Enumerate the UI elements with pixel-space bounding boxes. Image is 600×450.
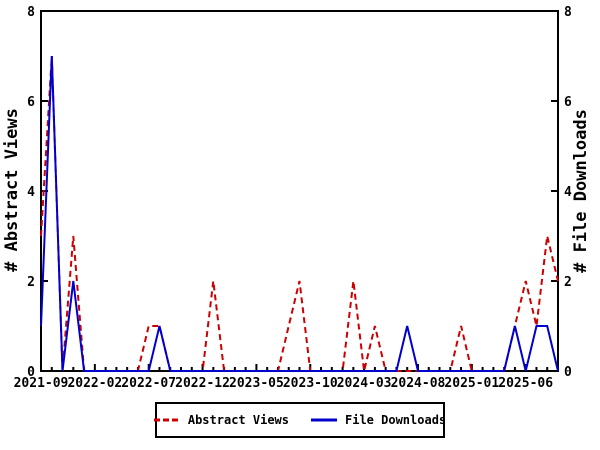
y-tick-label-right-4: 4 — [564, 185, 572, 200]
x-tick-label-2022-02: 2022-02 — [67, 376, 122, 391]
abstract-views-line — [40, 55, 559, 372]
y-tick-label-left-4: 4 — [27, 185, 35, 200]
x-tick-label-2025-01: 2025-01 — [444, 376, 499, 391]
file-downloads-line — [40, 55, 559, 372]
y-tick-label-left-6: 6 — [27, 95, 35, 110]
y-tick-label-right-0: 0 — [564, 365, 572, 380]
right-axis-title: # File Downloads — [571, 109, 591, 273]
y-tick-label-left-8: 8 — [27, 5, 35, 20]
x-tick-label-2025-06: 2025-06 — [498, 376, 553, 391]
plot-border — [40, 10, 559, 372]
legend: Abstract Views File Downloads — [153, 402, 446, 438]
x-tick-label-2024-03: 2024-03 — [337, 376, 392, 391]
legend-abstract-views-line-sample — [153, 418, 180, 422]
legend-file-downloads-line-sample — [311, 418, 337, 422]
y-tick-label-left-2: 2 — [27, 275, 35, 290]
left-axis-title: # Abstract Views — [2, 108, 22, 272]
legend-label-abstract-views: Abstract Views — [187, 413, 289, 427]
y-tick-label-right-6: 6 — [564, 95, 572, 110]
legend-label-file-downloads: File Downloads — [345, 413, 447, 427]
y-tick-label-left-0: 0 — [27, 365, 35, 380]
x-tick-label-2022-07: 2022-07 — [121, 376, 176, 391]
x-tick-label-2024-08: 2024-08 — [391, 376, 446, 391]
legend-item-file-downloads: File Downloads — [311, 413, 446, 427]
legend-item-abstract-views: Abstract Views — [153, 413, 289, 427]
x-tick-label-2021-09: 2021-09 — [14, 376, 69, 391]
y-tick-label-right-8: 8 — [564, 5, 572, 20]
x-tick-label-2022-12: 2022-12 — [175, 376, 230, 391]
x-tick-label-2023-05: 2023-05 — [229, 376, 284, 391]
y-tick-label-right-2: 2 — [564, 275, 572, 290]
x-tick-label-2023-10: 2023-10 — [283, 376, 338, 391]
